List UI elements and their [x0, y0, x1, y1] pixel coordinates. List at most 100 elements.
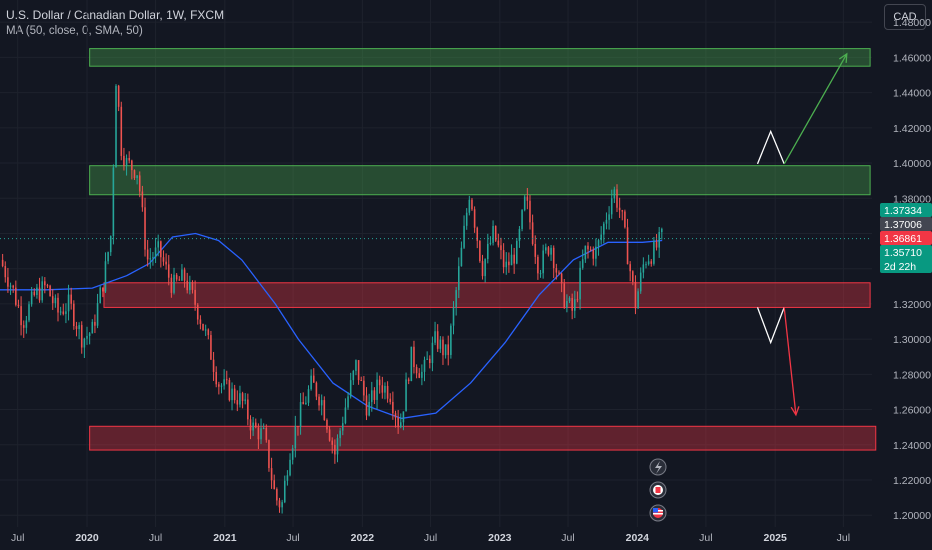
- us-flag-canton: [653, 508, 658, 513]
- y-tick-label: 1.24000: [893, 440, 931, 452]
- candle-body: [423, 359, 426, 372]
- lightning-icon: [655, 461, 662, 474]
- candle-body: [86, 335, 88, 339]
- candle-body: [236, 400, 239, 405]
- time-axis[interactable]: Jul 2020 Jul 2021 Jul 2022 Jul 2023 Jul 2024 Jul 20…: [11, 532, 850, 544]
- candle-body: [489, 242, 492, 244]
- candle-body: [392, 401, 394, 414]
- candle-body: [138, 175, 141, 192]
- candle-body: [471, 199, 473, 210]
- symbol-title[interactable]: U.S. Dollar / Canadian Dollar, 1W, FXCM: [6, 8, 225, 22]
- candle-body: [102, 287, 104, 292]
- candle-body: [555, 268, 558, 273]
- candle-body: [218, 384, 220, 387]
- candle-body: [363, 380, 365, 396]
- candle-body: [595, 246, 597, 259]
- currency-button[interactable]: CAD: [884, 4, 926, 30]
- candle-body: [399, 422, 402, 428]
- x-tick-label: Jul: [11, 532, 24, 544]
- candle-body: [20, 306, 22, 326]
- candle-body: [336, 438, 339, 455]
- candle-body: [629, 264, 631, 272]
- candle-body: [376, 379, 378, 400]
- candle-body: [647, 261, 650, 265]
- y-tick-label: 1.26000: [893, 405, 931, 417]
- candle-body: [642, 264, 645, 273]
- maple-leaf: [655, 487, 661, 493]
- x-tick-label: 2025: [764, 532, 788, 544]
- candle-body: [104, 261, 107, 292]
- candle-body: [373, 390, 376, 400]
- candle-body: [57, 297, 59, 313]
- candle-body: [592, 249, 595, 259]
- scenario-arrowhead: [838, 52, 848, 63]
- candle-body: [494, 225, 497, 241]
- x-tick-label: 2022: [351, 532, 375, 544]
- candle-body: [115, 85, 117, 168]
- candle-body: [117, 85, 120, 107]
- candle-body: [178, 279, 181, 281]
- candle-body: [428, 358, 431, 364]
- candle-body: [368, 401, 370, 416]
- candle-body: [426, 358, 428, 360]
- indicator-legend[interactable]: MA (50, close, 0, SMA, 50): [6, 25, 143, 37]
- candle-body: [637, 291, 639, 309]
- candle-body: [484, 259, 486, 277]
- candle-body: [407, 379, 410, 382]
- candle-body: [418, 373, 421, 378]
- candle-body: [510, 254, 513, 266]
- candle-body: [315, 382, 318, 397]
- candle-body: [589, 249, 592, 251]
- candle-body: [17, 304, 20, 307]
- resistance-zone: [89, 165, 871, 196]
- candle-body: [299, 402, 302, 427]
- candle-body: [183, 269, 186, 281]
- candle-body: [539, 273, 542, 275]
- candle-body: [25, 320, 28, 328]
- candle-body: [500, 245, 502, 251]
- candle-body: [307, 389, 310, 403]
- candle-body: [378, 379, 381, 386]
- ma-line: [0, 232, 663, 420]
- candle-body: [655, 241, 658, 248]
- support-zone: [103, 282, 871, 308]
- candle-body: [175, 274, 178, 280]
- candle-body: [584, 245, 587, 260]
- candle-body: [326, 419, 328, 430]
- candle-body: [650, 261, 653, 264]
- candle-body: [265, 427, 268, 441]
- y-tick-label: 1.44000: [893, 88, 931, 100]
- candle-body: [550, 247, 552, 255]
- candle-body: [352, 370, 355, 381]
- candle-body: [574, 299, 576, 311]
- candle-body: [254, 422, 257, 428]
- price-tag-value: 1.36861: [884, 233, 922, 245]
- candle-body: [123, 155, 125, 166]
- candle-body: [189, 282, 191, 291]
- candle-body: [402, 411, 405, 423]
- candle-body: [22, 325, 25, 328]
- candle-body: [497, 240, 500, 246]
- candle-body: [152, 257, 154, 259]
- candle-body: [257, 427, 260, 440]
- candle-body: [455, 290, 457, 307]
- candle-body: [160, 241, 162, 258]
- candle-body: [112, 167, 115, 237]
- event-markers[interactable]: [649, 458, 667, 522]
- candle-body: [547, 247, 550, 255]
- candle-body: [88, 333, 91, 336]
- candle-body: [397, 417, 399, 428]
- candle-body: [204, 329, 207, 331]
- candle-body: [241, 393, 244, 401]
- price-tag-value: 1.37006: [884, 219, 922, 231]
- candle-body: [286, 475, 289, 481]
- candle-body: [252, 422, 254, 431]
- candle-body: [41, 281, 43, 301]
- candle-body: [199, 319, 202, 324]
- candle-body: [558, 272, 560, 274]
- candle-body: [281, 502, 283, 508]
- candle-body: [566, 301, 568, 308]
- y-tick-label: 1.32000: [893, 299, 931, 311]
- candle-body: [9, 285, 12, 287]
